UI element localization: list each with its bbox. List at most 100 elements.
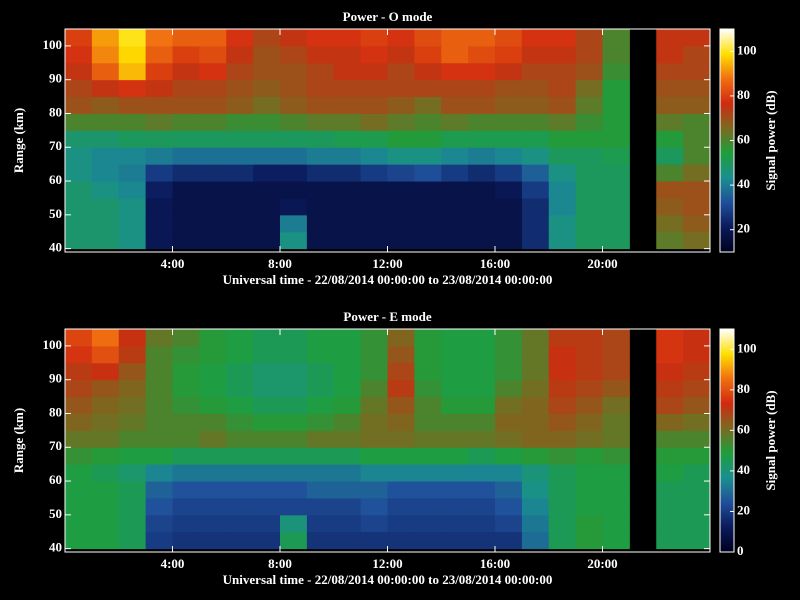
heatmap-cell — [441, 79, 469, 98]
heatmap-cell — [414, 329, 442, 347]
heatmap-cell — [521, 447, 550, 465]
heatmap-cell — [360, 464, 388, 482]
heatmap-cell — [414, 45, 442, 64]
heatmap-cell — [683, 396, 711, 414]
heatmap-cell — [495, 231, 523, 250]
heatmap-cell — [280, 181, 308, 199]
heatmap-cell — [441, 147, 469, 165]
heatmap-cell — [387, 345, 415, 364]
heatmap-cell — [306, 430, 335, 448]
heatmap-cell — [575, 79, 603, 98]
heatmap-cell — [683, 147, 711, 165]
heatmap-cell — [280, 362, 308, 381]
heatmap-cell — [65, 231, 93, 250]
heatmap-cell — [253, 197, 281, 216]
heatmap-cell — [306, 413, 335, 431]
y-tick-label: 40 — [49, 540, 62, 555]
heatmap-cell — [521, 197, 550, 216]
heatmap-cell — [145, 62, 173, 81]
heatmap-cell — [253, 164, 281, 182]
heatmap-cell — [333, 231, 362, 250]
heatmap-cell — [495, 96, 523, 114]
heatmap-cell — [548, 79, 577, 98]
heatmap-cell — [602, 329, 630, 347]
heatmap-cell — [441, 231, 469, 250]
heatmap-cell — [306, 531, 335, 550]
heatmap-cell — [172, 231, 200, 250]
heatmap-cell — [414, 345, 442, 364]
heatmap-cell — [387, 464, 415, 482]
heatmap-cell — [226, 464, 254, 482]
heatmap-cell — [280, 79, 308, 98]
heatmap-cell — [333, 396, 362, 414]
heatmap-cell — [91, 514, 120, 533]
heatmap-cell — [387, 29, 415, 47]
heatmap-cell — [118, 430, 147, 448]
heatmap-cell — [145, 481, 173, 499]
heatmap-cell — [521, 79, 550, 98]
heatmap-cell — [468, 497, 496, 516]
heatmap-cell — [172, 45, 200, 64]
heatmap-cell — [226, 497, 254, 516]
heatmap-cell — [226, 481, 254, 499]
colorbar-tick-label: 0 — [737, 543, 744, 558]
heatmap-cell — [226, 197, 254, 216]
heatmap-cell — [226, 113, 254, 131]
heatmap-cell — [65, 447, 93, 465]
heatmap-cell — [656, 447, 684, 465]
y-tick-label: 70 — [49, 138, 62, 153]
heatmap-cell — [118, 413, 147, 431]
heatmap-cell — [602, 164, 630, 182]
heatmap-cell — [65, 214, 93, 233]
heatmap-cell — [333, 413, 362, 431]
heatmap-cell — [306, 345, 335, 364]
heatmap-cell — [387, 329, 415, 347]
heatmap-cell — [521, 413, 550, 431]
heatmap-cell — [602, 214, 630, 233]
heatmap-cell — [387, 514, 415, 533]
y-tick-label: 70 — [49, 438, 62, 453]
heatmap-cell — [306, 197, 335, 216]
heatmap-cell — [548, 130, 577, 148]
heatmap-cell — [548, 214, 577, 233]
heatmap-cell — [65, 96, 93, 114]
heatmap-cell — [414, 464, 442, 482]
heatmap-cell — [145, 231, 173, 250]
heatmap-cell — [521, 62, 550, 81]
heatmap-cell — [360, 96, 388, 114]
heatmap-cell — [602, 113, 630, 131]
heatmap-cell — [548, 531, 577, 550]
heatmap-cell — [91, 379, 120, 398]
heatmap-cell — [575, 130, 603, 148]
x-tick-label: 8:00 — [268, 556, 292, 571]
heatmap-cell — [575, 96, 603, 114]
heatmap-cell — [253, 45, 281, 64]
heatmap-cell — [387, 181, 415, 199]
heatmap-cell — [306, 481, 335, 499]
heatmap-cell — [253, 413, 281, 431]
heatmap-cell — [495, 181, 523, 199]
heatmap-cell — [226, 396, 254, 414]
heatmap-cell — [495, 497, 523, 516]
heatmap-cell — [360, 430, 388, 448]
heatmap-cell — [360, 113, 388, 131]
heatmap-cell — [118, 231, 147, 250]
heatmap-cell — [521, 329, 550, 347]
heatmap-cell — [333, 329, 362, 347]
heatmap-cell — [683, 379, 711, 398]
heatmap-cell — [602, 514, 630, 533]
heatmap-cell — [548, 345, 577, 364]
heatmap-cell — [521, 181, 550, 199]
heatmap-cell — [495, 481, 523, 499]
heatmap-cell — [602, 413, 630, 431]
heatmap-cell — [656, 62, 684, 81]
heatmap-cell — [656, 214, 684, 233]
heatmap-cell — [91, 181, 120, 199]
y-axis-label: Range (km) — [11, 408, 26, 473]
heatmap-cell — [172, 379, 200, 398]
heatmap-cell — [226, 345, 254, 364]
heatmap-cell — [65, 181, 93, 199]
heatmap-cell — [253, 447, 281, 465]
heatmap-cell — [118, 214, 147, 233]
y-tick-label: 80 — [49, 404, 62, 419]
